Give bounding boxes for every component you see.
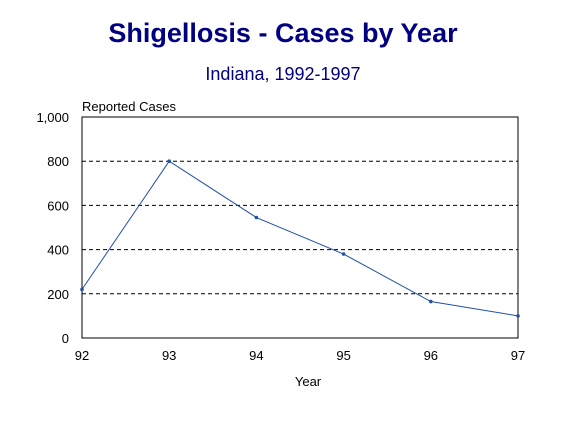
chart-title: Shigellosis - Cases by Year [108,18,458,48]
data-point [341,252,346,256]
series-line [81,160,519,317]
plot-frame [81,116,519,339]
y-tick-label: 600 [47,198,69,213]
y-tick-label: 400 [47,243,69,258]
x-axis-ticks: 92 93 94 95 96 97 [75,348,525,363]
chart-subtitle: Indiana, 1992-1997 [205,64,361,84]
data-point [516,314,520,318]
y-tick-label: 1,000 [36,110,69,125]
x-tick-label: 92 [75,348,89,363]
y-axis-label: Reported Cases [82,99,176,114]
x-tick-label: 96 [424,348,438,363]
y-tick-label: 0 [62,331,69,346]
y-tick-label: 800 [47,154,69,169]
data-point [254,215,259,220]
data-point [80,287,84,292]
x-tick-label: 95 [336,348,350,363]
x-tick-label: 97 [511,348,525,363]
data-point [429,299,433,304]
x-tick-label: 94 [249,348,263,363]
y-axis-ticks: 0 200 400 600 800 1,000 [36,110,69,346]
x-axis-label: Year [295,374,322,389]
series [80,159,520,318]
data-point [167,159,171,163]
y-tick-label: 200 [47,287,69,302]
x-tick-label: 93 [162,348,176,363]
grid-lines [82,160,518,295]
